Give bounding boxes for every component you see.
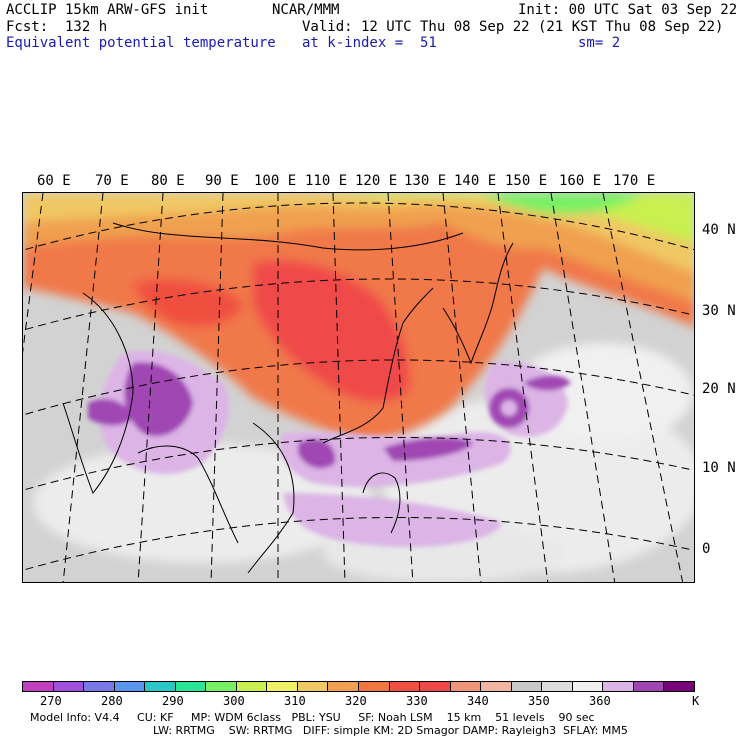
forecast-hour: Fcst: 132 h: [6, 19, 108, 35]
coastlines: [62, 222, 514, 574]
colorbar-swatch: [633, 682, 665, 691]
colorbar-swatch: [603, 682, 634, 691]
lat-label: 20 N: [702, 381, 736, 397]
colorbar-swatch: [542, 682, 573, 691]
colorbar-swatch: [236, 682, 268, 691]
lon-label: 140 E: [454, 173, 497, 189]
lon-label: 150 E: [505, 173, 548, 189]
map-panel: [22, 192, 695, 583]
organization: NCAR/MMM: [272, 2, 340, 18]
colorbar: [22, 681, 695, 692]
colorbar-label: 340: [467, 694, 489, 708]
colorbar-unit: K: [692, 694, 700, 708]
colorbar-label: 270: [40, 694, 62, 708]
lat-label: 30 N: [702, 303, 736, 319]
colorbar-swatch: [267, 682, 298, 691]
colorbar-swatch: [114, 682, 146, 691]
colorbar-swatch: [359, 682, 390, 691]
colorbar-swatch: [420, 682, 451, 691]
lon-label: 110 E: [305, 173, 348, 189]
colorbar-swatch: [53, 682, 85, 691]
level-index: at k-index = 51: [302, 35, 437, 51]
colorbar-label: 290: [162, 694, 184, 708]
colorbar-swatch: [206, 682, 237, 691]
colorbar-swatch: [145, 682, 176, 691]
colorbar-swatch: [23, 682, 54, 691]
theta-e-field: [23, 193, 694, 582]
colorbar-swatch: [389, 682, 421, 691]
graticule: [23, 193, 694, 582]
lon-label: 120 E: [355, 173, 398, 189]
lon-label: 100 E: [254, 173, 297, 189]
colorbar-label: 320: [345, 694, 367, 708]
colorbar-swatch: [84, 682, 115, 691]
lon-label: 170 E: [613, 173, 656, 189]
colorbar-swatch: [511, 682, 543, 691]
physics-info: LW: RRTMG SW: RRTMG DIFF: simple KM: 2D …: [153, 724, 628, 737]
lon-label: 70 E: [95, 173, 129, 189]
lon-label: 130 E: [404, 173, 447, 189]
colorbar-swatch: [175, 682, 207, 691]
model-info: Model Info: V4.4 CU: KF MP: WDM 6class P…: [30, 711, 595, 724]
model-title: ACCLIP 15km ARW-GFS init: [6, 2, 209, 18]
lon-label: 60 E: [37, 173, 71, 189]
colorbar-swatch: [572, 682, 604, 691]
colorbar-label: 300: [223, 694, 245, 708]
lon-label: 80 E: [151, 173, 185, 189]
colorbar-swatch: [664, 682, 695, 691]
lat-label: 10 N: [702, 460, 736, 476]
colorbar-label: 350: [528, 694, 550, 708]
lon-label: 160 E: [559, 173, 602, 189]
field-name: Equivalent potential temperature: [6, 35, 276, 51]
colorbar-label: 280: [101, 694, 123, 708]
colorbar-label: 310: [284, 694, 306, 708]
colorbar-swatch: [328, 682, 360, 691]
lat-label: 0: [702, 541, 711, 557]
colorbar-label: 360: [589, 694, 611, 708]
colorbar-swatch: [297, 682, 329, 691]
init-time: Init: 00 UTC Sat 03 Sep 22: [518, 2, 738, 18]
colorbar-label: 330: [406, 694, 428, 708]
colorbar-swatch: [450, 682, 482, 691]
lat-label: 40 N: [702, 222, 736, 238]
colorbar-swatch: [481, 682, 512, 691]
valid-time: Valid: 12 UTC Thu 08 Sep 22 (21 KST Thu …: [302, 19, 724, 35]
lon-label: 90 E: [205, 173, 239, 189]
smoothing: sm= 2: [578, 35, 621, 51]
